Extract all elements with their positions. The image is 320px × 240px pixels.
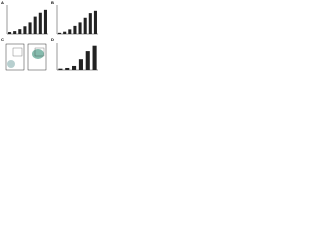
- bar: [58, 32, 62, 34]
- panel-label: C: [1, 37, 4, 42]
- bar: [43, 9, 47, 35]
- cell-population: [32, 49, 44, 59]
- figure: A B C D: [1, 0, 98, 71]
- bar: [18, 29, 22, 34]
- bar: [63, 31, 67, 34]
- flow-plots: [5, 43, 47, 71]
- bar: [85, 51, 90, 70]
- cell-population: [7, 60, 15, 68]
- bar: [72, 65, 77, 70]
- bar: [13, 31, 17, 34]
- bar: [23, 26, 27, 34]
- bar: [38, 12, 42, 34]
- bar: [93, 10, 97, 35]
- bar: [83, 17, 87, 34]
- gate: [34, 47, 45, 57]
- bar: [65, 67, 70, 70]
- panel-label: D: [51, 37, 54, 42]
- bar: [68, 29, 72, 34]
- bar: [88, 13, 92, 35]
- bar: [58, 68, 63, 70]
- bar: [28, 22, 32, 34]
- bar: [33, 16, 37, 34]
- flow-plot: [5, 43, 25, 71]
- bar: [78, 59, 83, 70]
- flow-plot: [27, 43, 47, 71]
- panel-label: A: [1, 0, 4, 5]
- bar: [73, 25, 77, 34]
- bar: [8, 32, 12, 34]
- panel-label: B: [51, 0, 54, 5]
- bar: [92, 45, 97, 70]
- bar: [78, 22, 82, 34]
- gate: [12, 47, 23, 57]
